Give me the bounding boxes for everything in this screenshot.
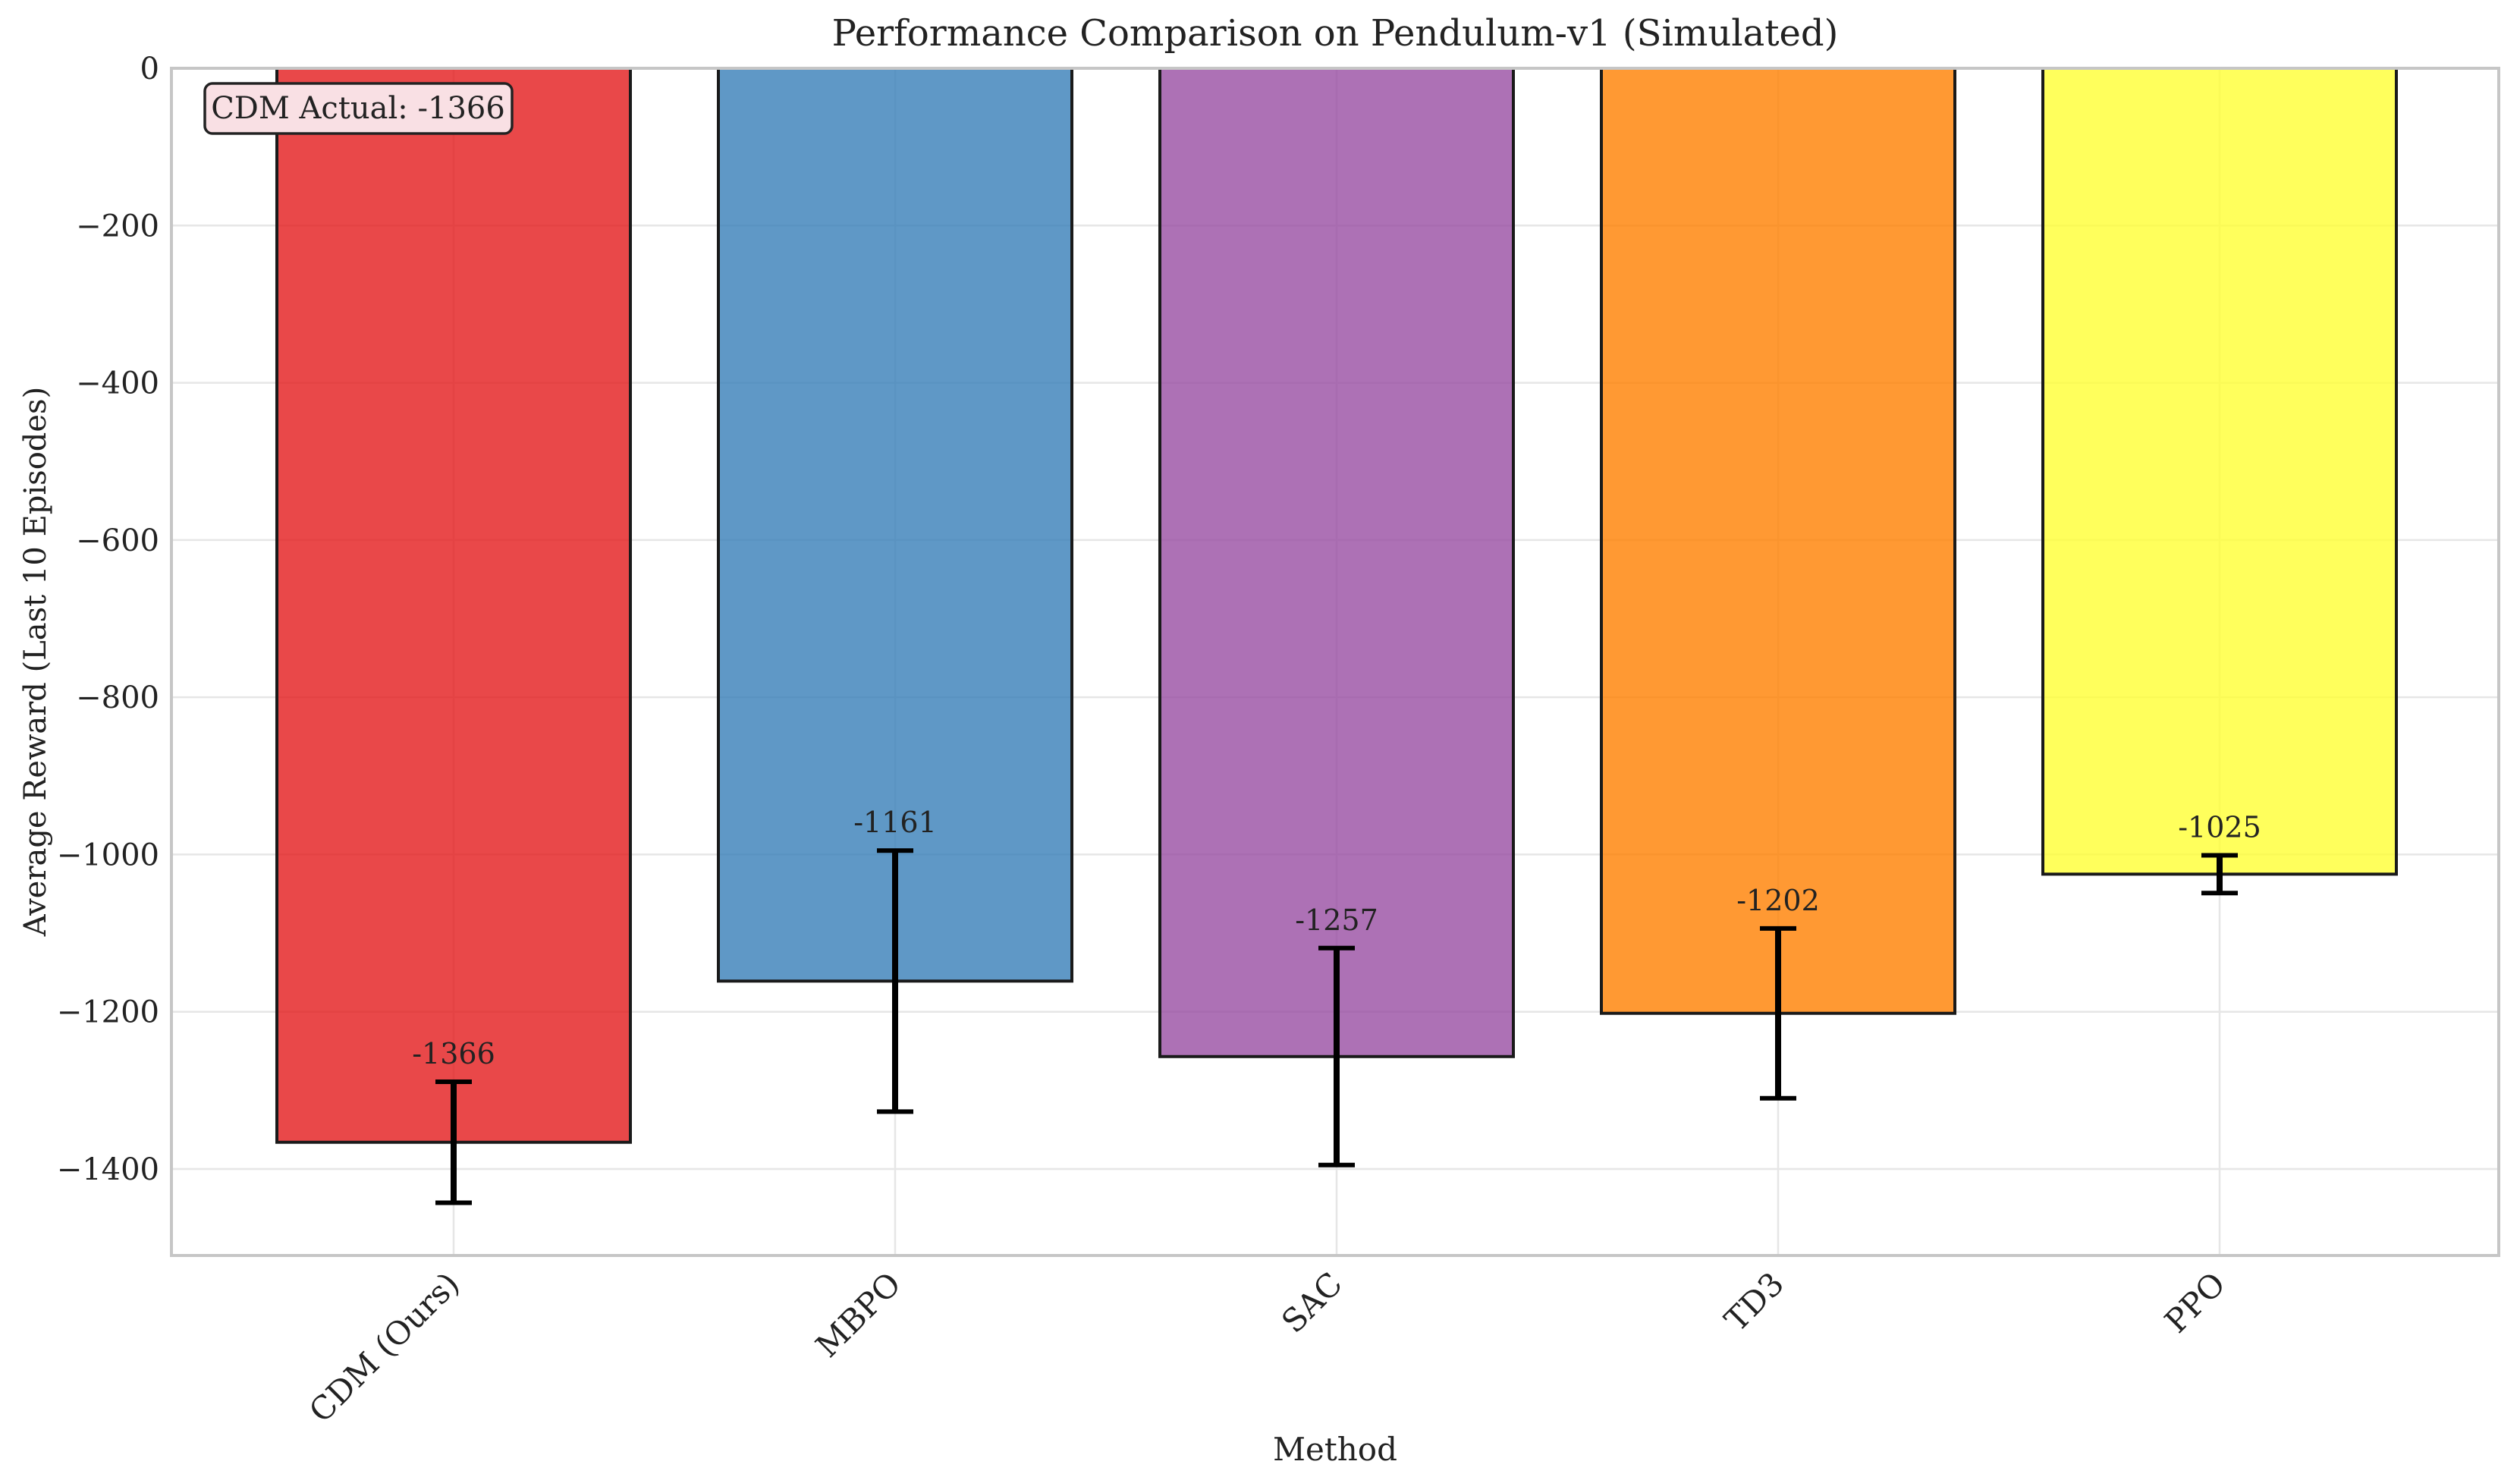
annotation-text: CDM Actual: -1366: [211, 91, 505, 126]
bar-value-label: -1161: [853, 806, 937, 839]
error-bars: [435, 848, 2238, 1205]
bar-value-labels: -1366 -1161 -1257 -1202 -1025: [412, 806, 2261, 1070]
y-axis-ticks: 0 −200 −400 −600 −800 −1000 −1200 −1400: [57, 52, 159, 1187]
y-tick-label: −400: [76, 366, 159, 401]
bar-value-label: -1257: [1295, 903, 1378, 937]
chart-title: Performance Comparison on Pendulum-v1 (S…: [832, 12, 1839, 55]
bars: [275, 67, 2398, 1144]
y-tick-label: −800: [76, 680, 159, 715]
y-tick-label: −600: [76, 523, 159, 558]
bar: [1600, 67, 1956, 1015]
y-tick-label: −1000: [57, 837, 159, 872]
bar-value-label: -1202: [1736, 884, 1820, 917]
bar-value-label: -1366: [412, 1037, 495, 1070]
bar: [275, 67, 632, 1144]
y-tick-label: −200: [76, 209, 159, 244]
y-axis-label: Average Reward (Last 10 Episodes): [18, 387, 53, 937]
bar: [717, 67, 1073, 983]
y-tick-label: −1400: [57, 1152, 159, 1187]
bar: [1158, 67, 1515, 1058]
plot-frame: [170, 67, 2500, 1257]
bar-value-label: -1025: [2178, 810, 2261, 844]
y-tick-label: −1200: [57, 995, 159, 1030]
y-tick-label: 0: [140, 52, 159, 86]
annotation-background: [203, 82, 514, 135]
annotation-box: CDM Actual: -1366: [203, 82, 514, 135]
bar: [2041, 67, 2398, 876]
x-axis-label: Method: [1273, 1431, 1397, 1468]
